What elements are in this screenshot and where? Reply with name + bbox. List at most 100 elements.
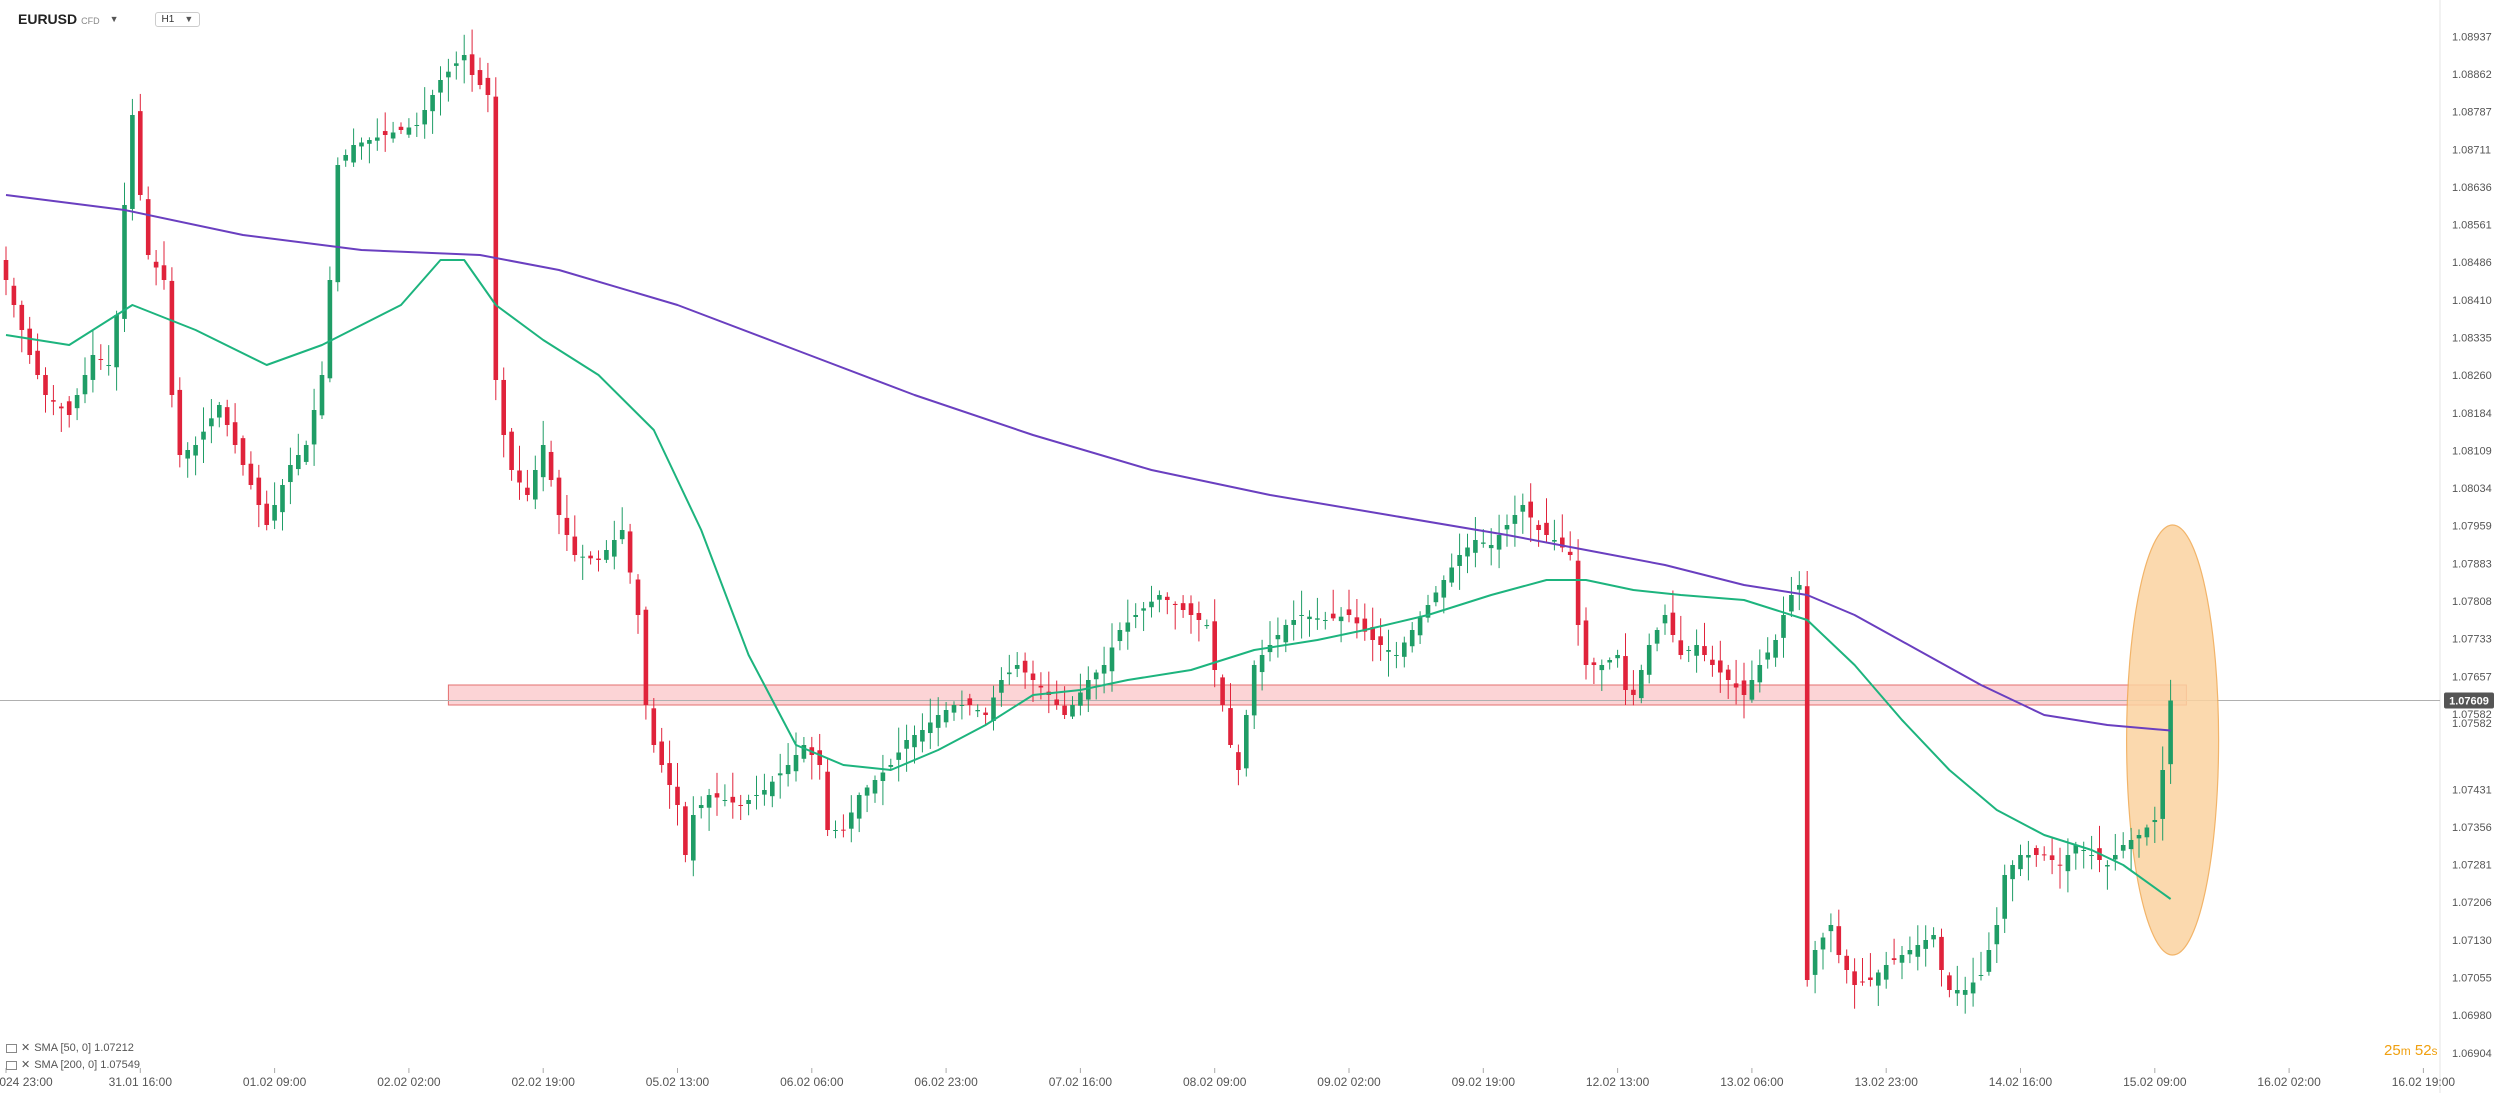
candle-body xyxy=(35,350,40,375)
candle-body xyxy=(612,540,617,557)
candle-body xyxy=(2136,835,2142,839)
candle-body xyxy=(1694,645,1699,656)
candle-body xyxy=(1251,665,1257,716)
candle-body xyxy=(912,735,917,748)
symbol-dropdown-icon[interactable]: ▼ xyxy=(109,14,119,24)
candle-body xyxy=(1433,592,1439,603)
candle-body xyxy=(430,95,435,112)
candle-body xyxy=(691,815,696,861)
candle-body xyxy=(841,829,846,831)
candle-body xyxy=(548,451,554,480)
candle-body xyxy=(580,556,585,558)
candle-body xyxy=(777,773,783,776)
x-tick-label: 02.02 19:00 xyxy=(511,1075,575,1089)
candle-body xyxy=(975,710,980,712)
candle-body xyxy=(1662,615,1668,624)
candle-body xyxy=(1180,603,1186,610)
candle-body xyxy=(1093,672,1099,680)
candle-body xyxy=(454,63,459,66)
sma200-line xyxy=(5,194,2171,732)
candle-body xyxy=(1054,699,1059,705)
y-tick-label: 1.08034 xyxy=(2452,483,2492,495)
indicator-settings-icon[interactable] xyxy=(6,1061,17,1070)
candle-body xyxy=(114,315,119,368)
candle-body xyxy=(1646,645,1652,675)
y-tick-label: 1.08260 xyxy=(2452,370,2492,382)
y-tick-label: 1.07055 xyxy=(2452,973,2492,985)
symbol-label[interactable]: EURUSD xyxy=(18,11,78,27)
candle-body xyxy=(1876,972,1881,986)
indicator-settings-icon[interactable] xyxy=(6,1044,17,1053)
countdown-minutes-unit: m xyxy=(2400,1044,2411,1058)
candle-body xyxy=(3,260,9,280)
x-tick-label: 31.01 16:00 xyxy=(109,1075,173,1089)
candle-body xyxy=(461,55,467,61)
candle-body xyxy=(1994,925,2000,945)
candle-body xyxy=(556,477,562,515)
close-icon[interactable]: ✕ xyxy=(21,1042,31,1054)
candle-body xyxy=(1670,612,1676,635)
candle-body xyxy=(1947,975,1952,990)
candle-body xyxy=(825,771,830,830)
candle-body xyxy=(1773,640,1778,658)
x-tick-label: 14.02 16:00 xyxy=(1989,1075,2053,1089)
candle-body xyxy=(762,790,767,795)
candle-body xyxy=(1236,752,1241,770)
candle-body xyxy=(572,536,578,555)
candle-body xyxy=(2081,850,2086,851)
candle-body xyxy=(1425,605,1431,618)
candle-body xyxy=(1868,977,1873,980)
y-tick-label: 1.08561 xyxy=(2452,220,2492,232)
candle-body xyxy=(1733,683,1739,688)
candle-body xyxy=(714,793,720,798)
candle-body xyxy=(288,465,293,483)
candle-body xyxy=(643,609,649,705)
timeframe-selector[interactable]: H1 ▼ xyxy=(154,11,201,27)
sma50-line xyxy=(5,259,2172,900)
candle-body xyxy=(74,395,80,409)
x-tick-label: 06.02 23:00 xyxy=(914,1075,978,1089)
candle-body xyxy=(51,400,56,402)
candle-body xyxy=(2105,865,2110,867)
candle-body xyxy=(1797,585,1802,590)
candle-body xyxy=(1804,586,1810,980)
candle-body xyxy=(1654,630,1660,644)
candle-body xyxy=(1157,595,1162,600)
candle-body xyxy=(398,126,404,130)
candle-body xyxy=(382,131,388,135)
candle-body xyxy=(706,795,712,808)
candle-body xyxy=(1986,950,1992,972)
candle-body xyxy=(2089,855,2094,856)
candle-body xyxy=(296,455,301,470)
close-icon[interactable]: ✕ xyxy=(21,1059,31,1071)
legend-sma200-label: SMA [200, 0] 1.07549 xyxy=(34,1059,141,1071)
candle-body xyxy=(477,70,483,85)
candle-body xyxy=(1615,655,1620,659)
candle-countdown: 25m 52s xyxy=(2384,1042,2438,1059)
candle-body xyxy=(1354,617,1360,624)
x-tick-label: 08.02 09:00 xyxy=(1183,1075,1247,1089)
x-tick-label: 15.02 09:00 xyxy=(2123,1075,2187,1089)
candle-body xyxy=(928,722,933,734)
candle-body xyxy=(1417,617,1423,636)
candle-body xyxy=(217,405,222,418)
candle-body xyxy=(1141,608,1146,611)
candle-body xyxy=(1086,680,1091,700)
legend-sma200[interactable]: ✕ SMA [200, 0] 1.07549 xyxy=(6,1057,140,1074)
candle-body xyxy=(446,71,451,78)
candle-body xyxy=(1244,715,1249,769)
candle-body xyxy=(2168,700,2173,765)
x-tick-label: 09.02 02:00 xyxy=(1317,1075,1381,1089)
legend-sma50[interactable]: ✕ SMA [50, 0] 1.07212 xyxy=(6,1040,140,1057)
y-tick-label: 1.08787 xyxy=(2452,107,2492,119)
candle-body xyxy=(1101,665,1107,674)
candle-body xyxy=(177,389,183,455)
candle-body xyxy=(1228,708,1233,745)
candle-body xyxy=(1070,705,1075,717)
candle-body xyxy=(1409,630,1415,647)
candle-body xyxy=(1038,685,1044,688)
candle-body xyxy=(856,795,862,819)
x-tick-label: 13.02 06:00 xyxy=(1720,1075,1784,1089)
y-tick-label: 1.06980 xyxy=(2452,1010,2492,1022)
